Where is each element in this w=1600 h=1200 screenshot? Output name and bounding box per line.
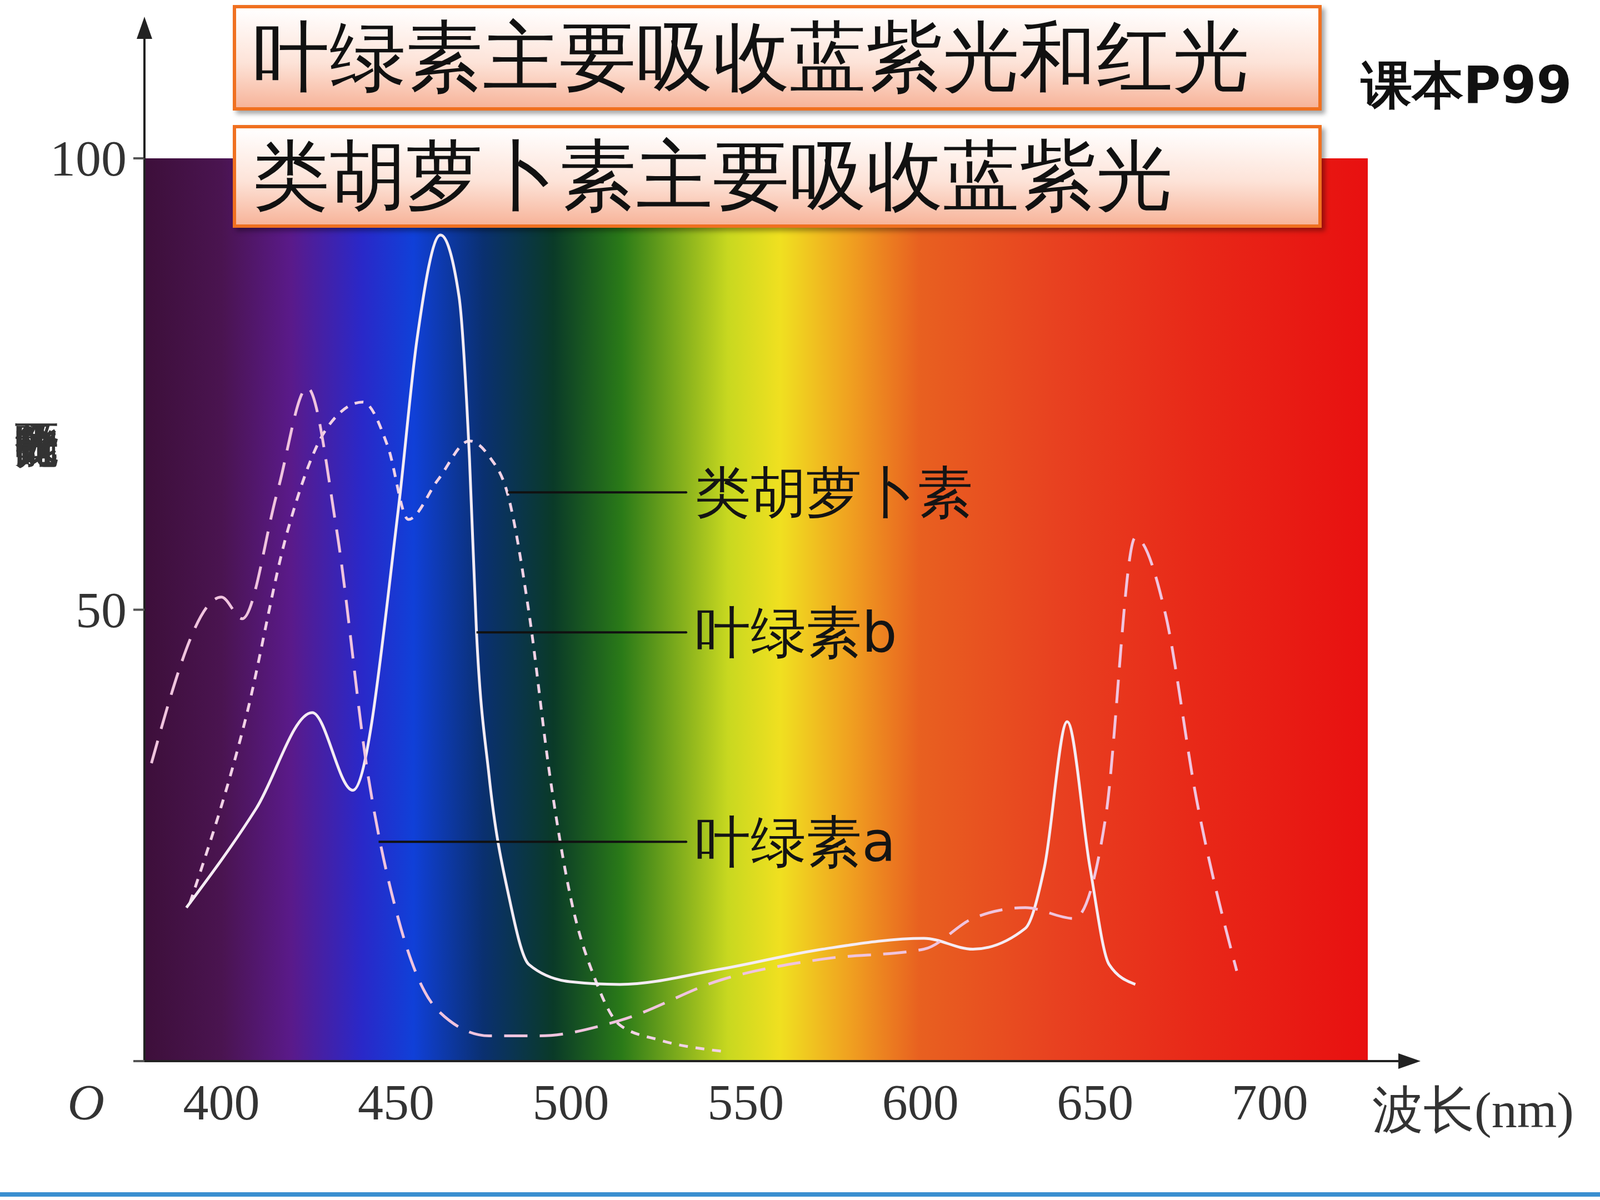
svg-text:550: 550	[707, 1073, 784, 1131]
svg-text:700: 700	[1231, 1073, 1309, 1131]
svg-text:叶绿素b: 叶绿素b	[695, 600, 897, 665]
svg-text:450: 450	[357, 1073, 435, 1131]
html-text:类胡萝卜素主要吸收蓝紫光: 类胡萝卜素主要吸收蓝紫光	[252, 130, 1173, 221]
html-text:课本P99: 课本P99	[1361, 55, 1572, 115]
svg-text:100: 100	[50, 130, 127, 187]
svg-text:叶绿素a: 叶绿素a	[695, 809, 896, 875]
svg-text:650: 650	[1056, 1073, 1134, 1131]
html-text:叶绿素主要吸收蓝紫光和红光: 叶绿素主要吸收蓝紫光和红光	[252, 12, 1250, 102]
svg-text:类胡萝卜素: 类胡萝卜素	[695, 460, 973, 525]
html-text:波长(nm): 波长(nm)	[1372, 1081, 1574, 1139]
svg-text:O: O	[67, 1073, 105, 1131]
svg-text:50: 50	[75, 581, 127, 639]
svg-text:600: 600	[882, 1073, 959, 1131]
svg-text:400: 400	[182, 1073, 260, 1131]
svg-text:500: 500	[532, 1073, 610, 1131]
html-text:吸收光能的百分比: 吸收光能的百分比	[11, 388, 63, 389]
